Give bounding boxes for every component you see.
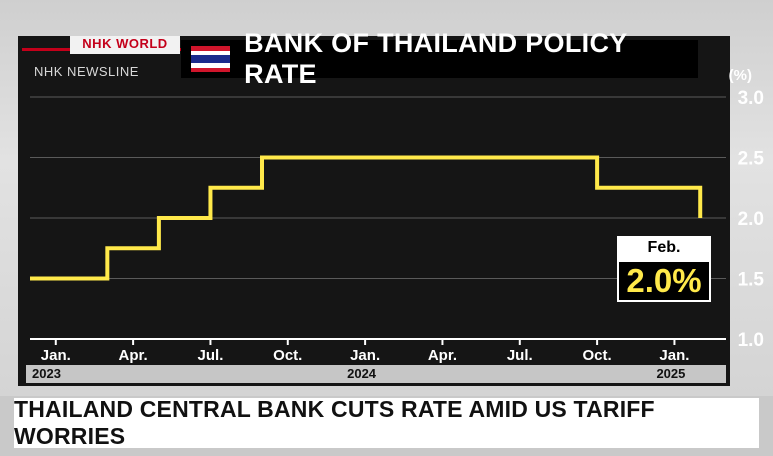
callout-label: Feb.	[617, 236, 711, 260]
latest-value-callout: Feb. 2.0%	[617, 236, 711, 302]
grid-lines	[30, 96, 726, 340]
headline-box: THAILAND CENTRAL BANK CUTS RATE AMID US …	[14, 396, 759, 449]
x-tick-label: Apr.	[119, 347, 148, 364]
policy-rate-line	[30, 155, 703, 281]
x-tick-label: Jul.	[198, 347, 224, 364]
y-tick-label: 2.0	[738, 209, 764, 230]
x-tick-label: Oct.	[583, 347, 612, 364]
x-tick-label: Jan.	[41, 347, 71, 364]
chart-title-box: BANK OF THAILAND POLICY RATE	[181, 28, 698, 89]
logo-top-text: NHK WORLD	[82, 36, 168, 51]
chart-panel	[18, 36, 730, 386]
logo-wordmark: NHK WORLD	[70, 36, 180, 54]
y-axis-unit: (%)	[729, 67, 752, 84]
year-bar	[26, 365, 726, 383]
y-tick-label: 3.0	[738, 88, 764, 109]
callout-value: 2.0%	[617, 260, 711, 302]
y-tick-label: 1.5	[738, 270, 765, 291]
x-tick-label: Oct.	[273, 347, 302, 364]
x-tick-label: Apr.	[428, 347, 457, 364]
x-tick-label: Jan.	[350, 347, 380, 364]
program-name: NHK NEWSLINE	[34, 64, 139, 79]
y-tick-label: 2.5	[738, 149, 765, 170]
headline: THAILAND CENTRAL BANK CUTS RATE AMID US …	[14, 396, 655, 449]
year-label: 2025	[656, 366, 686, 381]
thailand-flag-icon	[191, 46, 231, 72]
nhk-logo: NHK WORLD NHK NEWSLINE	[22, 34, 182, 84]
x-tick-label: Jan.	[659, 347, 689, 364]
y-tick-label: 1.0	[738, 330, 764, 351]
y-axis-ticks: 3.0 2.5 2.0 1.5 1.0	[738, 88, 765, 351]
x-tick-label: Jul.	[507, 347, 533, 364]
x-axis-ticks: Jan. Apr. Jul. Oct. Jan. Apr. Jul. Oct. Jan.	[41, 339, 689, 364]
year-label: 2023	[32, 366, 61, 381]
year-label: 2024	[347, 366, 377, 381]
chart-title: BANK OF THAILAND POLICY RATE	[244, 28, 628, 89]
